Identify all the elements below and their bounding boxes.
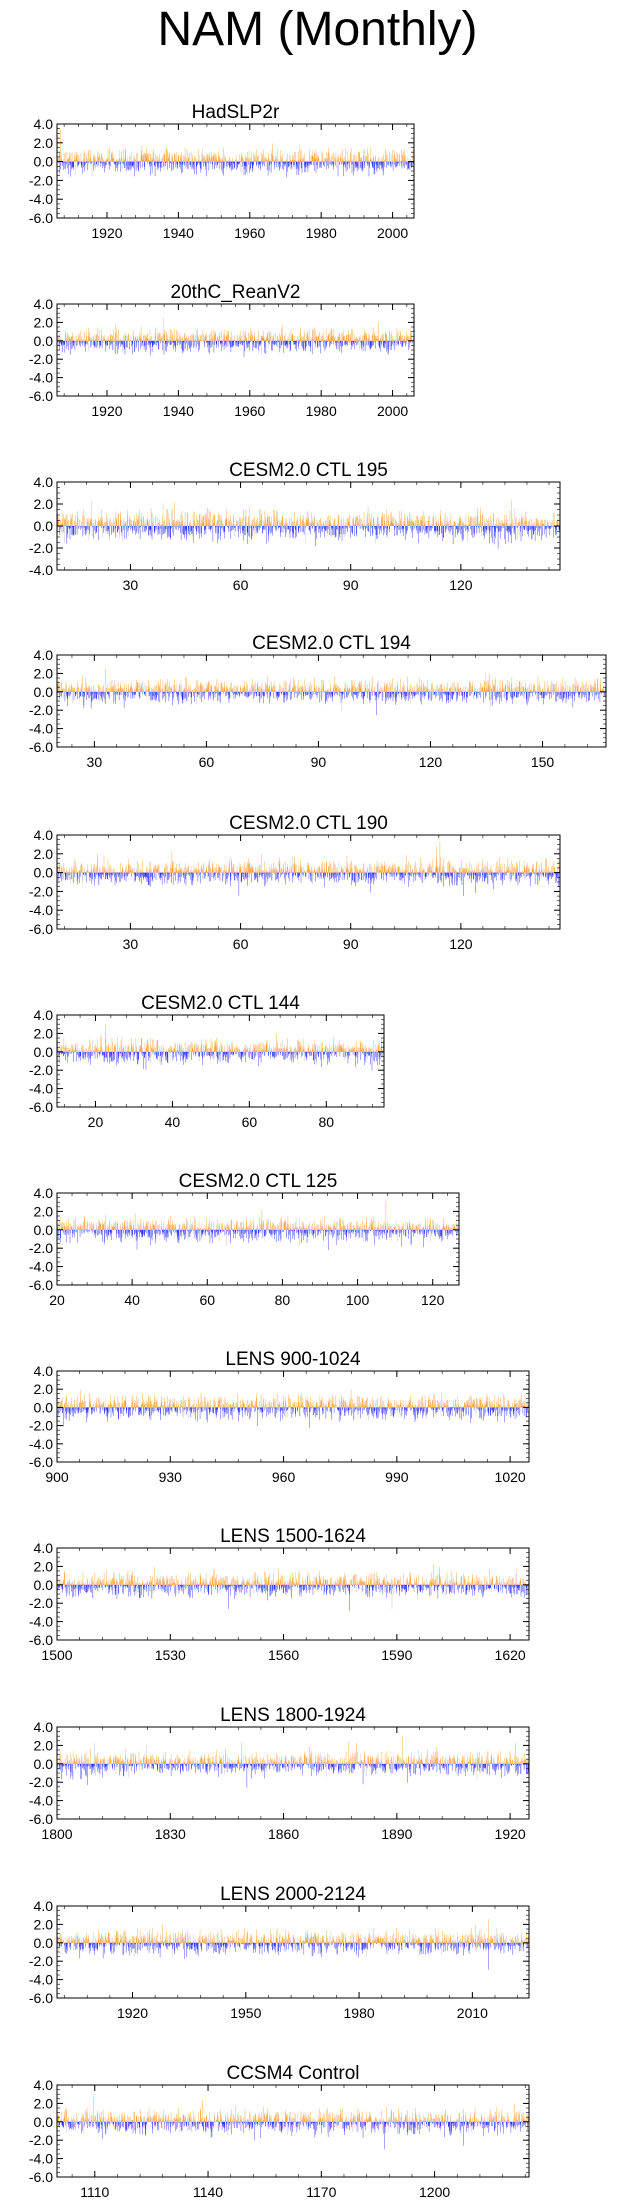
chart-panel: HadSLP2r 4.0 2.0 0.0 -2.0 -4.0 -6.0 1920 1940 196… xyxy=(29,102,415,241)
chart-title: HadSLP2r xyxy=(192,102,280,123)
chart-panel: CESM2.0 CTL 195 4.0 2.0 0.0 -2.0 -4.0 30 60 90 12… xyxy=(29,460,561,593)
x-tick-label: 2000 xyxy=(377,225,408,241)
chart-title: CESM2.0 CTL 195 xyxy=(229,460,388,481)
y-tick-label: -4.0 xyxy=(29,562,53,578)
y-tick-label: -2.0 xyxy=(29,351,53,367)
y-tick-label: 0.0 xyxy=(34,518,54,534)
y-tick-label: 2.0 xyxy=(34,314,54,330)
chart-title: CESM2.0 CTL 194 xyxy=(252,633,411,654)
x-tick-label: 1960 xyxy=(234,225,265,241)
x-tick-label: 90 xyxy=(343,577,359,593)
page-title: NAM (Monthly) xyxy=(157,3,478,56)
x-tick-label: 1940 xyxy=(163,403,194,419)
y-tick-label: 4.0 xyxy=(34,116,54,132)
y-tick-label: -4.0 xyxy=(29,191,53,207)
bar-series xyxy=(57,317,415,357)
plot-frame xyxy=(56,303,415,397)
bar-series xyxy=(57,129,415,178)
chart-panel: 20thC_ReanV2 4.0 2.0 0.0 -2.0 -4.0 -6.0 1920 194… xyxy=(29,282,415,419)
y-tick-label: -4.0 xyxy=(29,370,53,386)
y-tick-label: -6.0 xyxy=(29,210,53,226)
y-tick-label: -6.0 xyxy=(29,388,53,404)
x-tick-label: 120 xyxy=(449,577,473,593)
x-tick-label: 30 xyxy=(123,577,139,593)
x-tick-label: 1920 xyxy=(91,403,122,419)
x-tick-label: 1920 xyxy=(91,225,122,241)
x-tick-label: 1980 xyxy=(306,225,337,241)
y-tick-label: -2.0 xyxy=(29,540,53,556)
plot-frame xyxy=(56,123,415,219)
bar-series xyxy=(57,668,607,716)
x-tick-label: 1940 xyxy=(163,225,194,241)
y-tick-label: 2.0 xyxy=(34,135,54,151)
bar-series xyxy=(57,500,561,549)
chart-title: 20thC_ReanV2 xyxy=(171,282,301,303)
x-tick-label: 1980 xyxy=(306,403,337,419)
y-tick-label: 2.0 xyxy=(34,496,54,512)
y-tick-label: -2.0 xyxy=(29,172,53,188)
x-tick-label: 1960 xyxy=(234,403,265,419)
x-tick-label: 2000 xyxy=(377,403,408,419)
x-tick-label: 60 xyxy=(233,577,249,593)
y-tick-label: 0.0 xyxy=(34,333,54,349)
y-tick-label: 4.0 xyxy=(34,296,54,312)
y-tick-label: 4.0 xyxy=(34,474,54,490)
y-tick-label: 0.0 xyxy=(34,154,54,170)
